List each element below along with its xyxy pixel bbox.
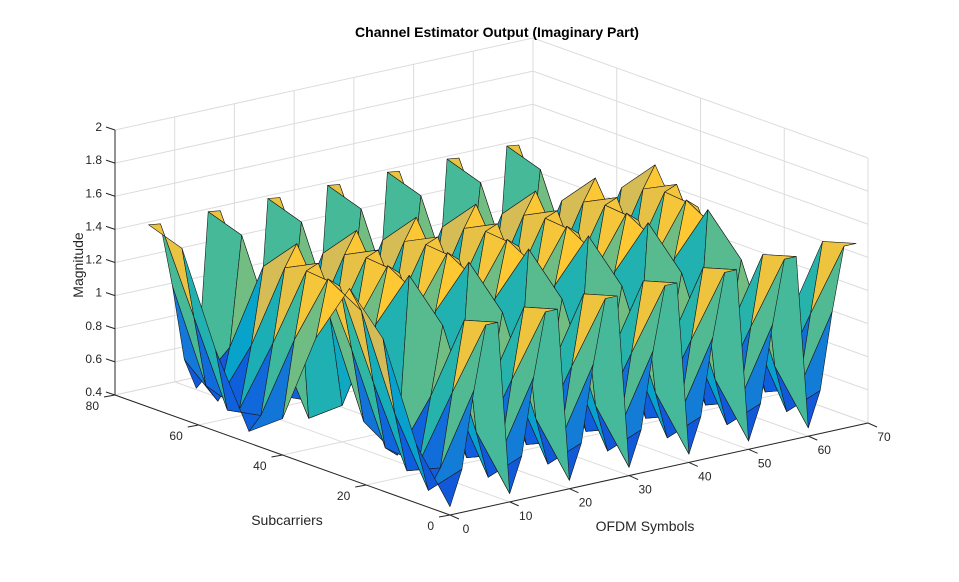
z-tick — [105, 292, 116, 297]
x-tick — [688, 461, 699, 467]
x-tick-label: 0 — [463, 522, 470, 536]
x-axis-line — [449, 422, 869, 516]
x-axis-label: OFDM Symbols — [596, 518, 695, 534]
gridline — [114, 70, 534, 164]
x-tick — [748, 448, 758, 454]
y-tick-label: 80 — [86, 399, 100, 413]
x-tick-label: 10 — [519, 509, 533, 523]
x-tick — [808, 435, 818, 441]
surface — [148, 144, 857, 508]
y-axis-label: Subcarriers — [251, 512, 323, 528]
z-tick-label: 1 — [95, 286, 102, 300]
z-tick — [105, 325, 116, 330]
gridline — [114, 103, 534, 197]
y-tick — [271, 454, 283, 458]
tick-labels: 0 10 20 30 40 50 60 70 0 20 40 60 800.4 0.6 0.8 1 1.2 1.4… — [85, 120, 891, 536]
gridline — [114, 37, 534, 131]
x-tick — [509, 501, 519, 507]
z-tick-label: 1.6 — [85, 186, 102, 200]
x-tick — [449, 514, 460, 520]
z-tick — [105, 225, 116, 230]
gridline — [532, 136, 869, 258]
z-tick-label: 0.4 — [85, 385, 102, 399]
y-tick — [187, 424, 199, 428]
y-tick-label: 40 — [253, 459, 267, 473]
y-tick — [355, 484, 367, 488]
z-tick — [105, 126, 116, 131]
surface-patch — [416, 444, 463, 508]
z-tick — [105, 192, 116, 197]
x-tick-label: 20 — [579, 496, 593, 510]
y-tick — [103, 394, 116, 398]
z-tick-label: 1.8 — [85, 153, 102, 167]
z-tick-label: 0.8 — [85, 319, 102, 333]
z-axis-label: Magnitude — [70, 232, 86, 298]
x-tick-label: 30 — [638, 483, 652, 497]
x-tick — [867, 422, 878, 428]
chart-title: Channel Estimator Output (Imaginary Part… — [355, 24, 639, 40]
z-tick-label: 2 — [95, 120, 102, 134]
gridline — [532, 103, 869, 225]
axes — [103, 126, 878, 520]
z-tick-label: 0.6 — [85, 352, 102, 366]
x-tick-label: 70 — [877, 430, 891, 444]
z-tick — [105, 358, 116, 363]
x-tick — [628, 475, 639, 481]
z-tick-label: 1.2 — [85, 253, 102, 267]
y-tick-label: 0 — [427, 519, 434, 533]
x-tick-label: 40 — [698, 469, 712, 483]
x-tick-label: 50 — [758, 456, 772, 470]
z-tick — [105, 159, 116, 164]
x-tick — [569, 488, 579, 494]
gridline — [114, 136, 534, 230]
y-tick-label: 20 — [337, 489, 351, 503]
x-tick-label: 60 — [818, 443, 832, 457]
gridline — [532, 37, 869, 159]
z-tick-label: 1.4 — [85, 219, 102, 233]
y-tick — [438, 514, 451, 518]
z-tick — [105, 391, 116, 396]
gridline — [532, 70, 869, 192]
y-tick-label: 60 — [169, 429, 183, 443]
z-tick — [105, 259, 116, 263]
